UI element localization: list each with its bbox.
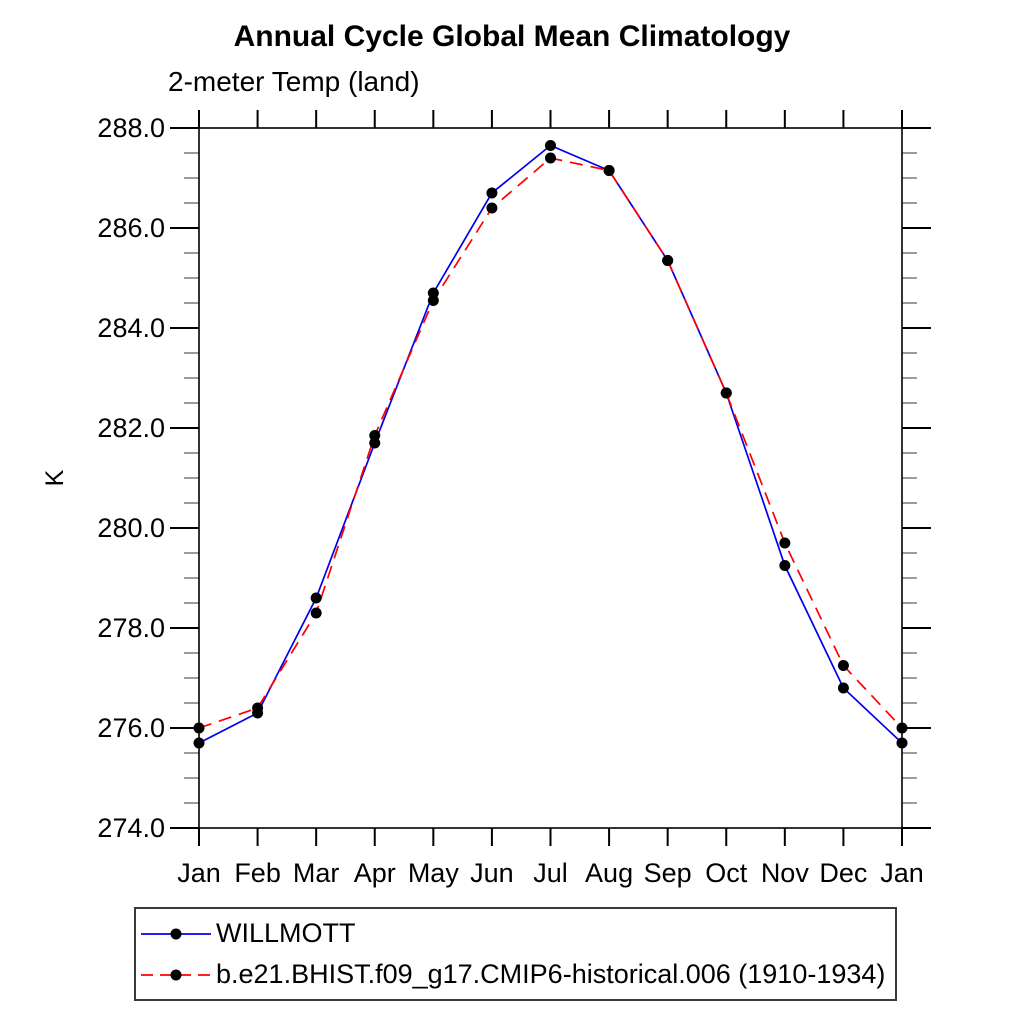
x-axis-month-label: May	[408, 858, 460, 888]
x-axis-month-label: Nov	[761, 858, 810, 888]
x-axis-month-label: Feb	[234, 858, 281, 888]
data-point-marker	[486, 202, 498, 214]
y-axis-tick-label: 280.0	[97, 513, 165, 543]
x-axis-month-label: Aug	[585, 858, 633, 888]
data-point-marker	[369, 430, 381, 441]
data-point-marker	[896, 722, 908, 734]
x-axis-month-label: Jun	[470, 858, 514, 888]
y-axis-tick-label: 288.0	[97, 113, 165, 143]
data-point-marker	[545, 140, 556, 151]
y-axis-tick-label: 278.0	[97, 613, 165, 643]
data-point-marker	[720, 387, 732, 399]
data-point-marker	[779, 560, 791, 571]
data-point-marker	[837, 682, 849, 694]
x-axis-month-label: Jul	[533, 858, 568, 888]
data-point-marker	[662, 255, 674, 266]
series-line-model	[198, 157, 903, 729]
data-point-marker	[896, 737, 908, 749]
x-axis-month-label: Apr	[354, 858, 396, 888]
chart-title: Annual Cycle Global Mean Climatology	[233, 20, 791, 53]
legend-label-willmott: WILLMOTT	[216, 918, 356, 948]
x-axis-month-label: Jan	[177, 858, 221, 888]
data-point-marker	[193, 722, 205, 734]
legend-marker-dot	[170, 928, 182, 939]
legend-marker-dot	[170, 969, 182, 980]
x-axis-month-label: Mar	[293, 858, 340, 888]
data-point-marker	[603, 165, 615, 176]
data-point-marker	[779, 537, 791, 549]
legend-sample-solid-line	[141, 928, 211, 939]
x-axis-month-label: Dec	[819, 858, 867, 888]
y-axis-tick-label: 274.0	[97, 813, 165, 843]
y-axis-tick-label: 282.0	[97, 413, 165, 443]
plot-frame	[198, 127, 903, 829]
chart-legend: WILLMOTT b.e21.BHIST.f09_g17.CMIP6-histo…	[134, 907, 897, 1001]
legend-item-willmott: WILLMOTT	[138, 917, 895, 951]
y-axis-tick-label: 286.0	[97, 213, 165, 243]
data-point-marker	[310, 607, 322, 619]
y-axis-tick-label: 284.0	[97, 313, 165, 343]
data-point-marker	[427, 295, 439, 306]
data-point-marker	[486, 187, 498, 199]
x-axis-month-label: Oct	[705, 858, 748, 888]
data-point-marker	[545, 152, 556, 164]
data-point-marker	[252, 702, 264, 714]
chart-subtitle: 2-meter Temp (land)	[168, 66, 420, 97]
y-axis-tick-label: 276.0	[97, 713, 165, 743]
legend-label-model: b.e21.BHIST.f09_g17.CMIP6-historical.006…	[216, 959, 886, 989]
legend-sample-dashed-line	[141, 969, 211, 980]
x-axis-month-label: Sep	[644, 858, 692, 888]
y-axis-unit-label: K	[41, 469, 69, 486]
data-point-marker	[310, 592, 322, 604]
series-line-willmott	[198, 144, 903, 744]
data-point-marker	[837, 660, 849, 671]
legend-item-model: b.e21.BHIST.f09_g17.CMIP6-historical.006…	[138, 958, 895, 992]
x-axis-month-label: Jan	[880, 858, 924, 888]
data-point-marker	[193, 737, 205, 749]
